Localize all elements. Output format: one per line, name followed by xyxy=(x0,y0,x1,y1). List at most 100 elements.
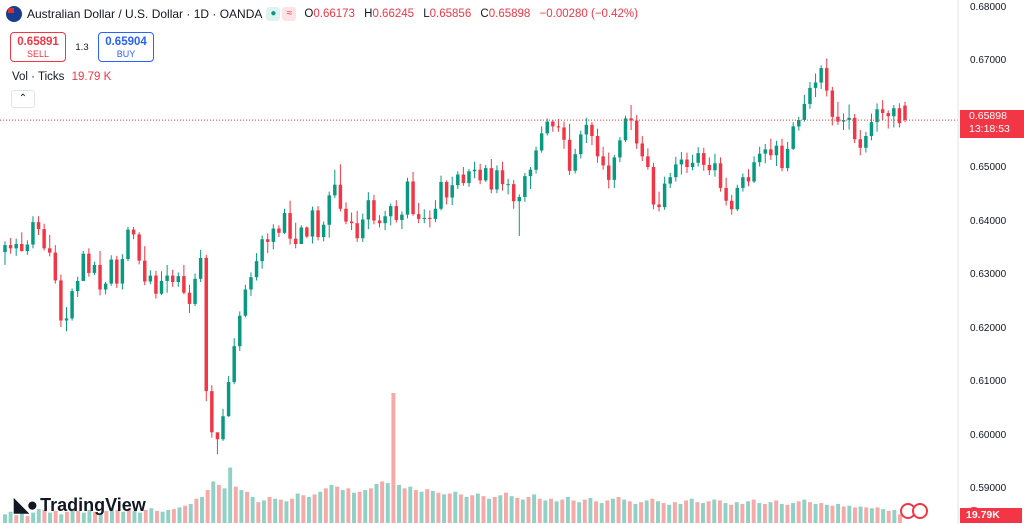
volume-bar xyxy=(847,505,852,523)
volume-bar xyxy=(273,498,278,523)
candle-body xyxy=(662,183,667,208)
volume-bar xyxy=(852,507,857,523)
candle-body xyxy=(159,280,164,294)
volume-bar xyxy=(121,511,126,523)
candle-body xyxy=(880,109,885,114)
candle-body xyxy=(724,187,728,201)
candle-body xyxy=(892,108,896,117)
price-axis-tick: 0.64000 xyxy=(970,215,1007,227)
symbol-legend: Australian Dollar / U.S. Dollar · 1D · O… xyxy=(6,6,644,22)
volume-bar xyxy=(532,494,537,523)
volume-bar xyxy=(875,507,880,523)
candle-body xyxy=(444,182,449,198)
candle-body xyxy=(634,120,639,144)
candle-body xyxy=(489,168,494,190)
volume-bar xyxy=(233,486,238,523)
candle-body xyxy=(70,291,74,319)
volume-bar xyxy=(740,503,745,523)
volume-bar xyxy=(509,496,514,523)
volume-bar xyxy=(385,483,390,523)
volume-bar xyxy=(239,490,244,523)
volume-bar xyxy=(751,499,756,523)
candle-body xyxy=(573,154,577,171)
candle-body xyxy=(808,87,812,104)
candle-body xyxy=(523,176,527,197)
volume-bar xyxy=(695,502,700,523)
candle-body xyxy=(131,229,136,235)
candle-body xyxy=(59,280,63,321)
candle-body xyxy=(400,214,404,220)
volume-bar xyxy=(290,498,295,523)
candle-body xyxy=(702,153,706,165)
candle-body xyxy=(182,276,186,293)
volume-bar xyxy=(886,510,891,523)
candle-body xyxy=(769,149,773,156)
market-open-icon[interactable]: ● xyxy=(266,7,281,21)
candle-body xyxy=(629,118,633,121)
volume-bar xyxy=(869,508,874,523)
candle-body xyxy=(707,164,712,171)
volume-bar xyxy=(48,512,53,523)
candle-body xyxy=(36,222,41,230)
symbol-title[interactable]: Australian Dollar / U.S. Dollar · 1D · O… xyxy=(27,7,263,21)
candle-body xyxy=(388,206,393,217)
candle-body xyxy=(321,224,326,238)
volume-bar xyxy=(104,510,109,523)
candle-body xyxy=(495,170,499,190)
candle-body xyxy=(595,136,600,157)
volume-bar xyxy=(391,393,396,523)
volume-bar xyxy=(306,497,311,523)
candle-body xyxy=(31,222,35,245)
volume-bar xyxy=(70,509,75,523)
volume-bar xyxy=(633,503,638,523)
volume-bar xyxy=(779,503,784,523)
volume-bar xyxy=(678,503,683,523)
low-value: 0.65856 xyxy=(429,8,472,20)
wave-icon[interactable]: ≈ xyxy=(282,7,297,21)
event-flag-icon[interactable] xyxy=(912,503,928,519)
volume-bar xyxy=(571,500,576,523)
volume-bar xyxy=(93,511,98,523)
candle-body xyxy=(640,143,644,157)
volume-bar xyxy=(807,502,812,523)
open-value: 0.66173 xyxy=(313,8,355,20)
candle-body xyxy=(579,134,583,155)
chevron-up-icon: ⌃ xyxy=(18,93,28,104)
buy-price: 0.65904 xyxy=(105,36,147,48)
candle-body xyxy=(690,162,695,168)
current-price-value: 0.65898 xyxy=(969,110,1007,122)
volume-bars xyxy=(3,393,902,523)
buy-button[interactable]: 0.65904 BUY xyxy=(98,32,154,62)
volume-bar xyxy=(19,513,24,523)
volume-bar xyxy=(430,490,435,523)
volume-bar xyxy=(791,503,796,523)
tradingview-logo-icon: ◣● xyxy=(14,495,38,516)
volume-bar xyxy=(796,501,801,523)
tradingview-logo[interactable]: ◣● TradingView xyxy=(14,494,146,517)
volume-bar xyxy=(785,504,790,523)
volume-bar xyxy=(650,498,655,523)
candle-body xyxy=(791,126,795,149)
market-status-pills[interactable]: ● ≈ xyxy=(266,7,298,21)
candle-body xyxy=(461,174,466,184)
sell-price: 0.65891 xyxy=(17,36,59,48)
volume-bar xyxy=(436,492,441,523)
sell-button[interactable]: 0.65891 SELL xyxy=(10,32,66,62)
collapse-legend-button[interactable]: ⌃ xyxy=(11,90,35,108)
volume-bar xyxy=(605,500,610,523)
volume-bar xyxy=(487,498,492,523)
candle-body xyxy=(75,280,80,292)
candle-body xyxy=(674,164,678,178)
candle-body xyxy=(651,167,656,205)
candle-body xyxy=(361,219,365,239)
candle-body xyxy=(405,181,410,215)
volume-legend[interactable]: Vol · Ticks 19.79 K xyxy=(12,71,111,83)
candle-body xyxy=(539,133,544,151)
candle-body xyxy=(590,124,594,137)
volume-bar xyxy=(318,491,323,523)
price-axis-tick: 0.67000 xyxy=(970,55,1007,67)
candle-body xyxy=(126,229,130,260)
sell-label: SELL xyxy=(26,49,50,59)
economic-events[interactable] xyxy=(900,503,928,519)
